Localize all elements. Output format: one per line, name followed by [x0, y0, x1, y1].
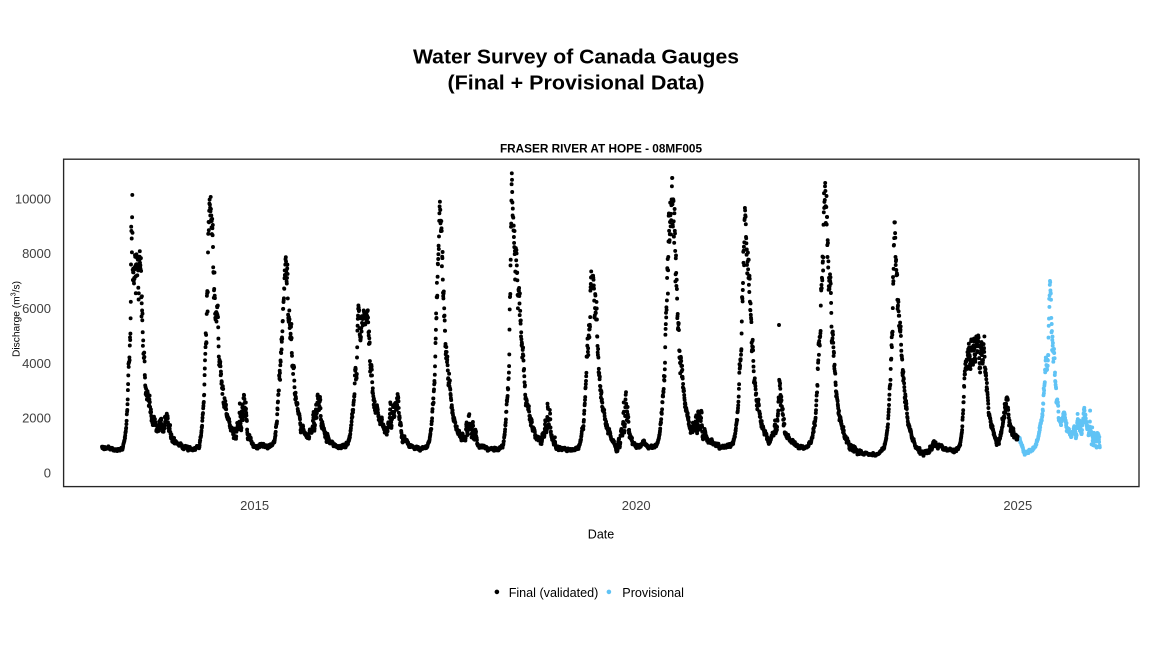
- svg-text:4000: 4000: [22, 356, 51, 371]
- svg-text:10000: 10000: [15, 191, 51, 206]
- svg-text:Water Survey of Canada Gauges: Water Survey of Canada Gauges: [413, 46, 739, 69]
- svg-text:2025: 2025: [1003, 498, 1032, 513]
- svg-text:8000: 8000: [22, 246, 51, 261]
- svg-text:2000: 2000: [22, 411, 51, 426]
- svg-text:Discharge (m3/s): Discharge (m3/s): [9, 281, 23, 357]
- svg-text:Date: Date: [588, 528, 614, 542]
- svg-text:FRASER RIVER AT HOPE - 08MF005: FRASER RIVER AT HOPE - 08MF005: [500, 141, 702, 155]
- svg-text:0: 0: [44, 465, 51, 480]
- svg-text:2015: 2015: [240, 498, 269, 513]
- svg-text:(Final + Provisional Data): (Final + Provisional Data): [448, 72, 705, 95]
- svg-text:2020: 2020: [622, 498, 651, 513]
- svg-text:Provisional: Provisional: [622, 586, 684, 600]
- svg-text:6000: 6000: [22, 301, 51, 316]
- svg-text:Final (validated): Final (validated): [509, 586, 599, 600]
